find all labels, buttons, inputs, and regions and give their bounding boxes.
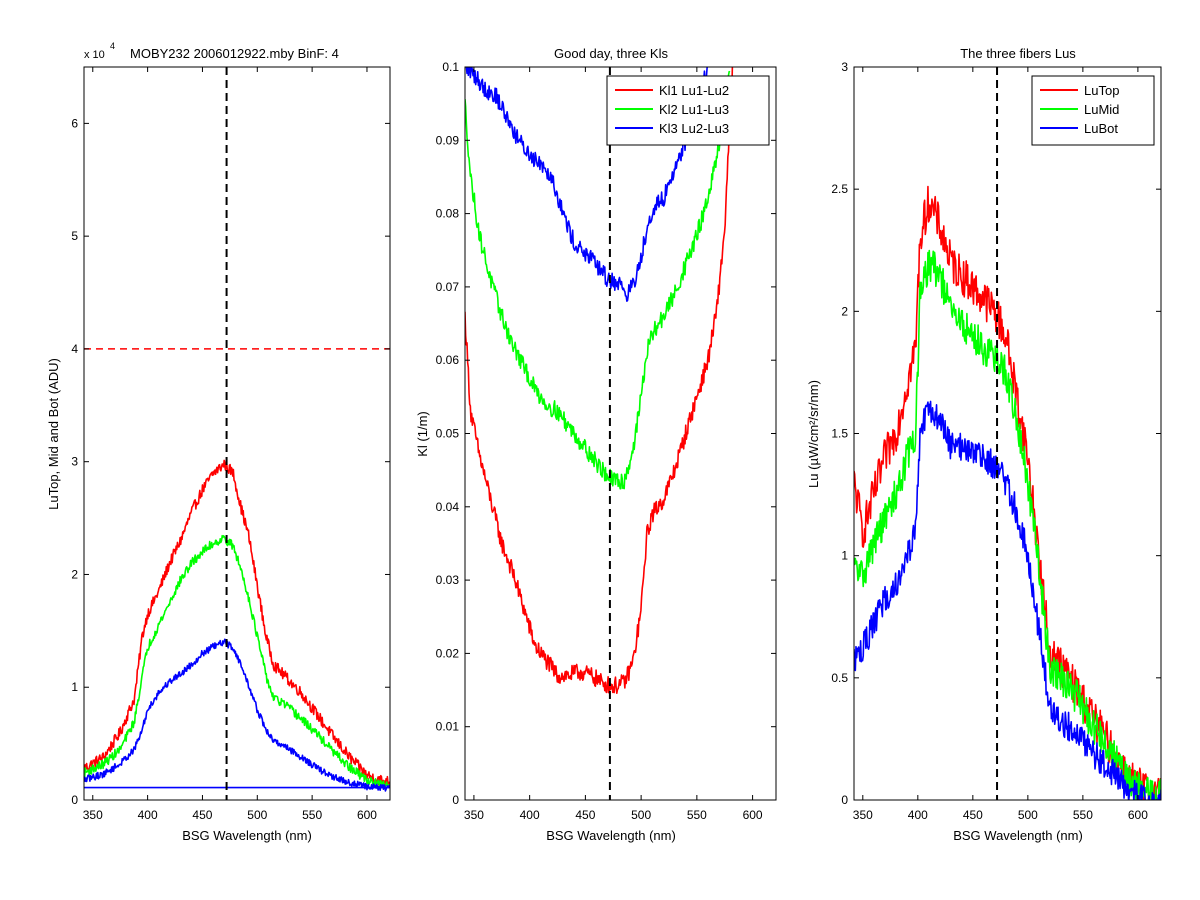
panel-3-ytick-label: 2.5 xyxy=(831,182,848,196)
panel-1-xtick-label: 450 xyxy=(192,808,212,822)
panel-1-ytick-label: 3 xyxy=(71,455,78,469)
panel-3-legend-box xyxy=(1031,75,1155,146)
panel-2-ytick-label: 0.07 xyxy=(436,280,460,294)
panel-1-series-1-line xyxy=(84,459,390,787)
panel-1-series-2-line xyxy=(84,534,390,789)
panel-2-xtick-label: 600 xyxy=(743,808,763,822)
panel-1-title: MOBY232 2006012922.mby BinF: 4 xyxy=(130,46,339,61)
panel-3-ytick-label: 0.5 xyxy=(831,671,848,685)
panel-2-plot-area xyxy=(465,67,734,800)
panel-3-legend-label: LuMid xyxy=(1084,102,1119,117)
panel-1-exponent-power: 4 xyxy=(110,41,115,51)
panel-1-series-3-line xyxy=(84,638,390,792)
panel-3-xtick-label: 350 xyxy=(853,808,873,822)
panel-2-ytick-label: 0.1 xyxy=(442,60,459,74)
panel-3-ytick-label: 0 xyxy=(841,793,848,807)
panel-3-xtick-label: 600 xyxy=(1128,808,1148,822)
panel-2-legend: Kl1 Lu1-Lu2 Kl2 Lu1-Lu3 Kl3 Lu2-Lu3 xyxy=(606,75,770,146)
panel-2-series-3-line xyxy=(465,67,708,302)
panel-1-xlabel: BSG Wavelength (nm) xyxy=(182,828,312,843)
panel-3-series-2-line xyxy=(854,249,1161,800)
panel-3-series-3-line xyxy=(854,400,1161,800)
panel-1-ytick-label: 1 xyxy=(71,680,78,694)
panel-2-ytick-label: 0.03 xyxy=(436,573,460,587)
panel-2-legend-label: Kl3 Lu2-Lu3 xyxy=(659,121,729,136)
panel-3-ytick-label: 2 xyxy=(841,304,848,318)
panel-3-legend-label: LuTop xyxy=(1084,83,1119,98)
panel-3-plot-area xyxy=(854,67,1161,800)
panel-1-ylabel: LuTop, Mid and Bot (ADU) xyxy=(46,358,61,510)
panel-2-xtick-label: 350 xyxy=(464,808,484,822)
panel-1-xtick-label: 550 xyxy=(302,808,322,822)
panel-1-ytick-label: 5 xyxy=(71,229,78,243)
panel-2-ytick-label: 0.01 xyxy=(436,720,460,734)
panel-1-exponent-label: x 10 xyxy=(84,49,105,61)
panel-2-legend-box xyxy=(606,75,770,146)
panel-1-ytick-label: 2 xyxy=(71,567,78,581)
panel-1-xtick-label: 500 xyxy=(247,808,267,822)
panel-2-ytick-label: 0.04 xyxy=(436,500,460,514)
panel-2-legend-label: Kl2 Lu1-Lu3 xyxy=(659,102,729,117)
panel-1-axes-box xyxy=(83,66,391,801)
panel-3-xtick-label: 400 xyxy=(908,808,928,822)
panel-2-xtick-label: 550 xyxy=(687,808,707,822)
panel-2-series-1-line xyxy=(465,67,734,695)
panel-3-xtick-label: 450 xyxy=(963,808,983,822)
panel-1-ytick-label: 0 xyxy=(71,793,78,807)
panel-1: x 10 4 MOBY232 2006012922.mby BinF: 4 BS… xyxy=(46,41,391,843)
panel-3-ytick-label: 1.5 xyxy=(831,427,848,441)
panel-1-plot-area xyxy=(84,67,390,800)
panel-3-ytick-label: 1 xyxy=(841,549,848,563)
panel-2-ytick-label: 0.06 xyxy=(436,353,460,367)
panel-2-xtick-label: 500 xyxy=(631,808,651,822)
panel-1-ytick-label: 4 xyxy=(71,342,78,356)
panel-2-ytick-label: 0.05 xyxy=(436,427,460,441)
panel-2-ylabel: Kl (1/m) xyxy=(415,411,430,457)
panel-2-ytick-label: 0.09 xyxy=(436,133,460,147)
panel-1-xtick-label: 350 xyxy=(83,808,103,822)
panel-3-legend-label: LuBot xyxy=(1084,121,1118,136)
panel-3-xtick-label: 550 xyxy=(1073,808,1093,822)
panel-2-series-2-line xyxy=(465,70,731,490)
panel-3-ytick-label: 3 xyxy=(841,60,848,74)
panel-1-ytick-label: 6 xyxy=(71,116,78,130)
panel-2-xlabel: BSG Wavelength (nm) xyxy=(546,828,676,843)
panel-2-xtick-label: 400 xyxy=(520,808,540,822)
panel-2-ytick-label: 0 xyxy=(452,793,459,807)
panel-3: The three fibers Lus BSG Wavelength (nm)… xyxy=(806,46,1162,843)
panel-2-legend-label: Kl1 Lu1-Lu2 xyxy=(659,83,729,98)
panel-3-xlabel: BSG Wavelength (nm) xyxy=(953,828,1083,843)
panel-3-ylabel: Lu (µW/cm²/sr/nm) xyxy=(806,380,821,488)
panel-3-legend: LuTop LuMid LuBot xyxy=(1031,75,1155,146)
panel-3-xtick-label: 500 xyxy=(1018,808,1038,822)
panel-2-title: Good day, three Kls xyxy=(554,46,668,61)
panel-2-xtick-label: 450 xyxy=(575,808,595,822)
panel-1-xtick-label: 600 xyxy=(357,808,377,822)
panel-3-title: The three fibers Lus xyxy=(960,46,1076,61)
panel-2-ytick-label: 0.08 xyxy=(436,207,460,221)
panel-2: Good day, three Kls BSG Wavelength (nm) … xyxy=(415,46,777,843)
panel-2-ytick-label: 0.02 xyxy=(436,646,460,660)
panel-1-xtick-label: 400 xyxy=(138,808,158,822)
